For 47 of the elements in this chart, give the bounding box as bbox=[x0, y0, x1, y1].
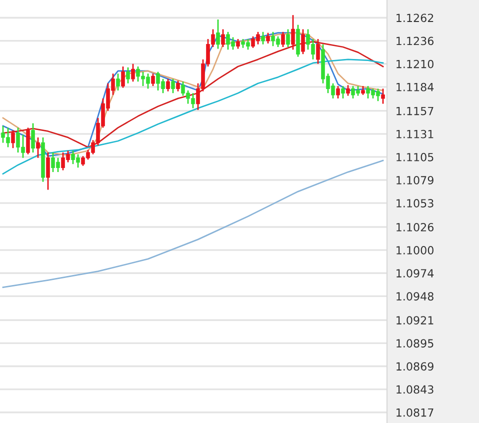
candlestick bbox=[266, 32, 270, 44]
line-series bbox=[2, 58, 384, 175]
candlestick bbox=[301, 28, 305, 55]
y-tick-label: 1.1105 bbox=[396, 152, 434, 162]
candlestick bbox=[151, 72, 155, 87]
candlestick bbox=[381, 88, 385, 104]
y-tick-label: 1.0948 bbox=[396, 292, 434, 301]
candlestick bbox=[126, 66, 130, 84]
y-tick-label: 1.0843 bbox=[396, 385, 434, 394]
candlestick bbox=[36, 136, 40, 159]
candlestick bbox=[336, 85, 340, 100]
y-tick-label: 1.0817 bbox=[396, 408, 434, 417]
candlestick bbox=[346, 84, 350, 96]
y-tick-label: 1.0895 bbox=[396, 339, 434, 348]
y-tick-label: 1.0974 bbox=[396, 269, 434, 278]
y-tick-label: 1.1026 bbox=[396, 222, 434, 232]
y-tick-label: 1.1184 bbox=[396, 82, 434, 92]
candlestick bbox=[176, 80, 180, 92]
candlestick bbox=[26, 127, 30, 155]
candlestick bbox=[116, 72, 120, 92]
candlestick bbox=[316, 38, 320, 65]
candlestick bbox=[216, 18, 220, 50]
y-tick-label: 1.0869 bbox=[396, 362, 434, 371]
y-tick-label: 1.1053 bbox=[396, 199, 434, 208]
y-tick-label: 1.1210 bbox=[396, 60, 434, 68]
candlestick bbox=[131, 63, 135, 82]
candlestick bbox=[236, 38, 240, 50]
candlestick bbox=[291, 14, 295, 50]
candlestick bbox=[261, 31, 265, 46]
candlestick bbox=[221, 28, 225, 48]
candlestick bbox=[341, 85, 345, 100]
y-tick-label: 1.1262 bbox=[396, 14, 434, 22]
candlestick bbox=[281, 31, 285, 48]
candlestick bbox=[31, 122, 35, 154]
y-tick-label: 1.1157 bbox=[396, 106, 434, 116]
candlestick bbox=[11, 130, 15, 149]
y-tick-label: 1.1000 bbox=[396, 246, 434, 254]
candlestick bbox=[286, 28, 290, 48]
line-series bbox=[2, 160, 384, 288]
y-tick-label: 1.1131 bbox=[396, 130, 434, 138]
candlestick bbox=[46, 152, 50, 190]
candlestick bbox=[171, 78, 175, 94]
y-tick-label: 1.1079 bbox=[396, 176, 434, 184]
y-tick-label: 1.1236 bbox=[396, 36, 434, 46]
candlestick bbox=[166, 78, 170, 92]
candlestick bbox=[121, 66, 125, 88]
y-tick-label: 1.0921 bbox=[396, 316, 434, 325]
